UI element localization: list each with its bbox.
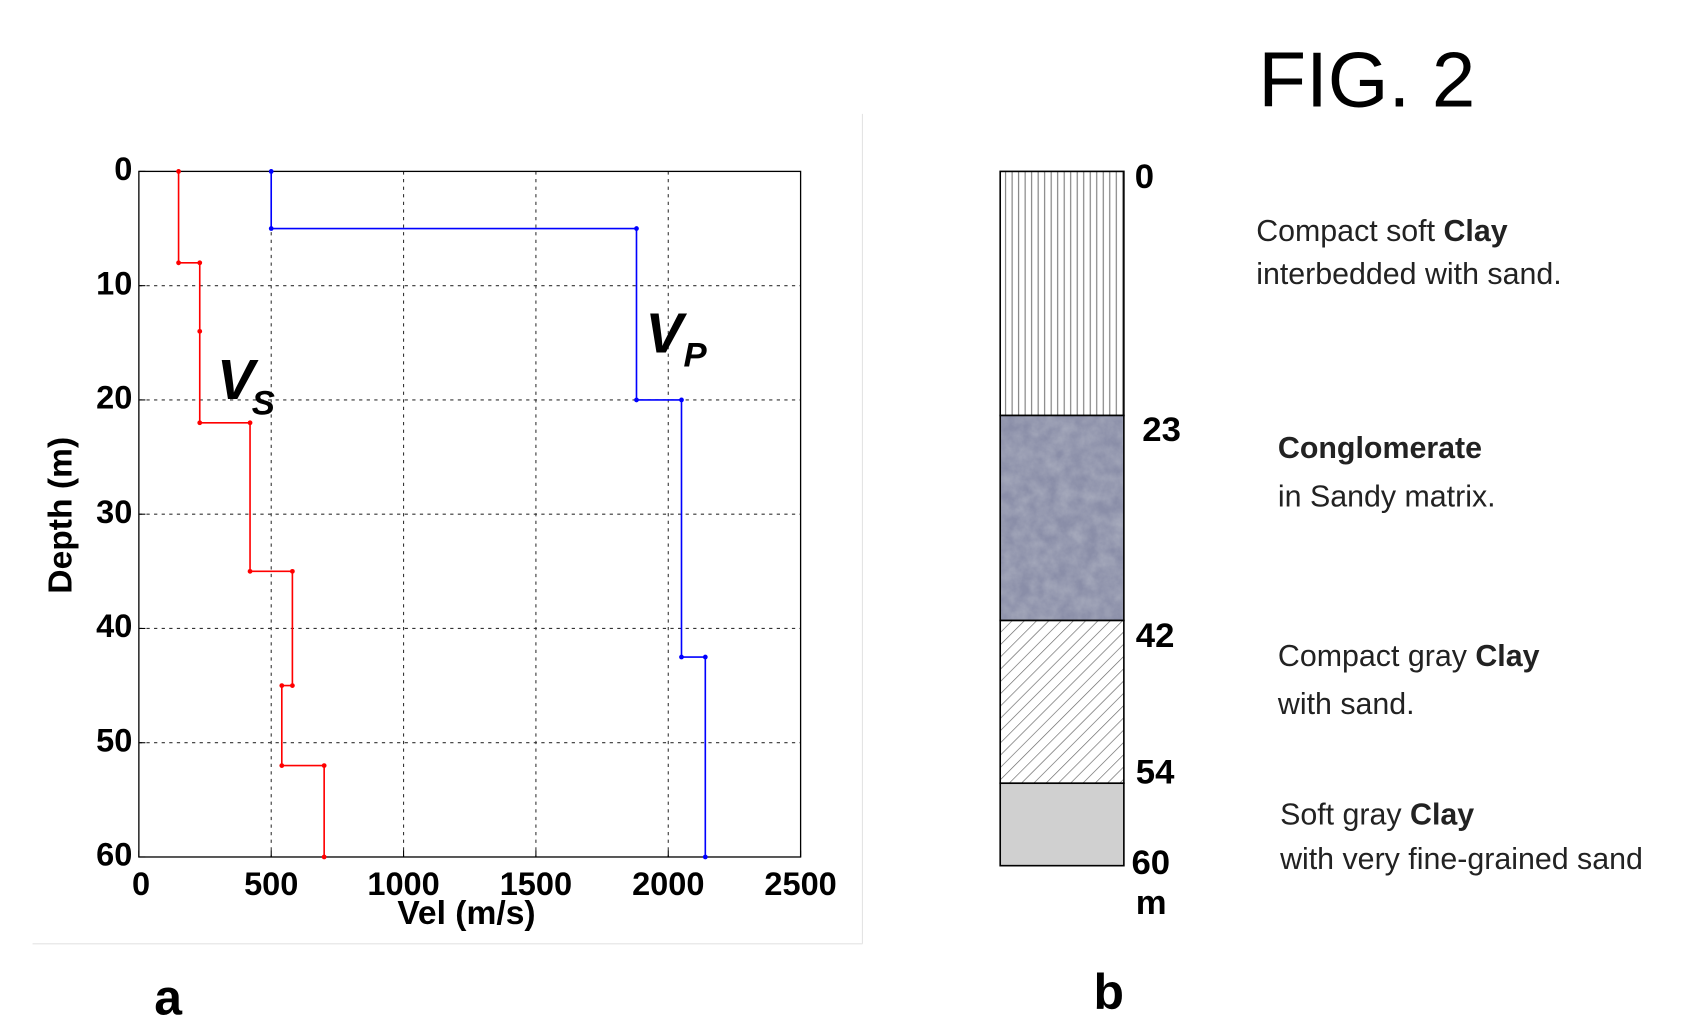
description-segment: Clay — [1444, 215, 1508, 248]
x-tick-label: 0 — [132, 866, 150, 902]
depth-label: 42 — [1136, 617, 1175, 655]
figure-title: FIG. 2 — [1258, 35, 1475, 123]
data-point — [634, 397, 639, 403]
depth-label: 23 — [1142, 411, 1181, 449]
data-point — [290, 568, 295, 574]
layer-description: Compact gray Clay — [1278, 640, 1540, 673]
description-segment: interbedded with sand. — [1256, 258, 1562, 291]
layer-description: with sand. — [1277, 688, 1415, 721]
plot-frame — [138, 170, 802, 858]
data-point — [702, 654, 708, 660]
data-point — [321, 763, 327, 768]
layer-description: Soft gray Clay — [1280, 798, 1474, 831]
y-tick-label: 60 — [96, 837, 132, 873]
y-tick-label: 0 — [114, 151, 132, 187]
description-segment: Clay — [1410, 798, 1474, 831]
data-point — [197, 328, 203, 334]
data-point — [321, 854, 327, 860]
panel-label: a — [154, 969, 183, 1017]
data-point — [679, 397, 684, 403]
data-point — [268, 226, 274, 231]
data-point — [197, 260, 203, 266]
y-tick-label: 10 — [96, 265, 132, 301]
y-tick-label: 40 — [96, 608, 132, 644]
panel-label: b — [1093, 964, 1123, 1017]
series-label-sub: S — [252, 384, 275, 422]
series-label-sub: P — [683, 337, 707, 375]
series-label: V — [645, 302, 687, 365]
description-segment: with very fine-grained sand — [1279, 843, 1643, 876]
layer-description: Compact soft Clay — [1256, 215, 1508, 248]
y-tick-label: 30 — [96, 494, 132, 530]
data-point — [197, 420, 203, 426]
description-segment: with sand. — [1277, 688, 1415, 721]
layer-description: with very fine-grained sand — [1279, 843, 1643, 876]
y-tick-label: 20 — [96, 380, 132, 416]
x-tick-label: 2000 — [632, 866, 704, 902]
y-tick-label: 50 — [96, 722, 132, 758]
depth-label: 54 — [1136, 754, 1175, 792]
layer-description: in Sandy matrix. — [1278, 481, 1496, 514]
data-point — [279, 763, 285, 768]
description-segment: Soft gray — [1280, 798, 1410, 831]
layer-border — [999, 782, 1125, 867]
data-point — [176, 260, 181, 266]
x-tick-label: 1500 — [500, 866, 572, 902]
description-segment: Conglomerate — [1278, 432, 1482, 465]
data-point — [247, 420, 253, 426]
layer-description: Conglomerate — [1278, 432, 1482, 465]
data-point — [679, 654, 684, 660]
data-point — [290, 683, 295, 688]
description-segment: Compact gray — [1278, 640, 1475, 673]
data-point — [279, 683, 285, 688]
x-axis-label: Vel (m/s) — [397, 895, 535, 932]
x-tick-label: 500 — [244, 866, 298, 902]
data-point — [268, 169, 274, 174]
layer-texture — [1000, 415, 1124, 621]
description-segment: in Sandy matrix. — [1278, 481, 1496, 514]
description-segment: Compact soft — [1256, 215, 1443, 248]
description-segment: Clay — [1475, 640, 1539, 673]
layer-description: interbedded with sand. — [1256, 258, 1562, 291]
data-point — [702, 854, 708, 860]
depth-unit: m — [1136, 884, 1167, 922]
depth-label: 60 — [1131, 844, 1170, 882]
series-label: V — [217, 348, 259, 411]
x-tick-label: 2500 — [764, 866, 836, 902]
layer — [1000, 620, 1124, 784]
data-point — [176, 169, 181, 174]
depth-label: 0 — [1135, 158, 1154, 196]
y-axis-label: Depth (m) — [43, 437, 80, 594]
x-tick-label: 1000 — [367, 866, 439, 902]
layer — [1000, 171, 1124, 416]
data-point — [247, 568, 253, 574]
series-line — [270, 171, 707, 857]
data-point — [634, 226, 639, 231]
layer — [1000, 783, 1124, 866]
